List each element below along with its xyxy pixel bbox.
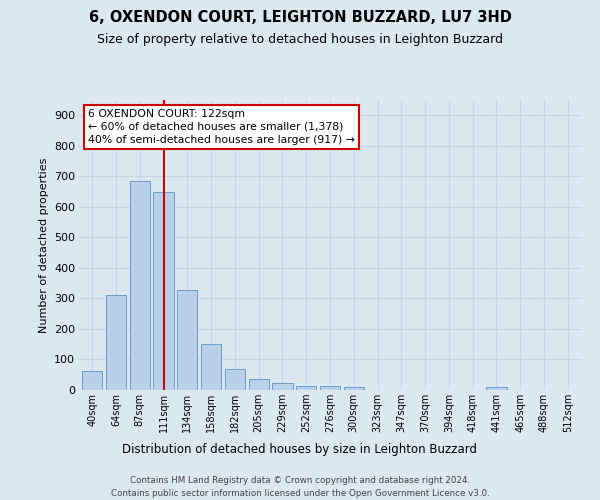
Text: Distribution of detached houses by size in Leighton Buzzard: Distribution of detached houses by size … [122,442,478,456]
Text: Contains HM Land Registry data © Crown copyright and database right 2024.
Contai: Contains HM Land Registry data © Crown c… [110,476,490,498]
Bar [344,387,364,390]
Text: 6 OXENDON COURT: 122sqm
← 60% of detached houses are smaller (1,378)
40% of semi: 6 OXENDON COURT: 122sqm ← 60% of detache… [88,108,355,145]
Bar [82,371,103,390]
Bar [487,387,506,390]
Bar [225,369,245,390]
Bar [154,192,173,390]
Text: Size of property relative to detached houses in Leighton Buzzard: Size of property relative to detached ho… [97,32,503,46]
Bar [106,296,126,390]
Bar [130,181,150,390]
Bar [248,379,269,390]
Bar [296,386,316,390]
Bar [201,344,221,390]
Bar [177,290,197,390]
Y-axis label: Number of detached properties: Number of detached properties [38,158,49,332]
Bar [272,384,293,390]
Text: 6, OXENDON COURT, LEIGHTON BUZZARD, LU7 3HD: 6, OXENDON COURT, LEIGHTON BUZZARD, LU7 … [89,10,511,25]
Bar [320,386,340,390]
